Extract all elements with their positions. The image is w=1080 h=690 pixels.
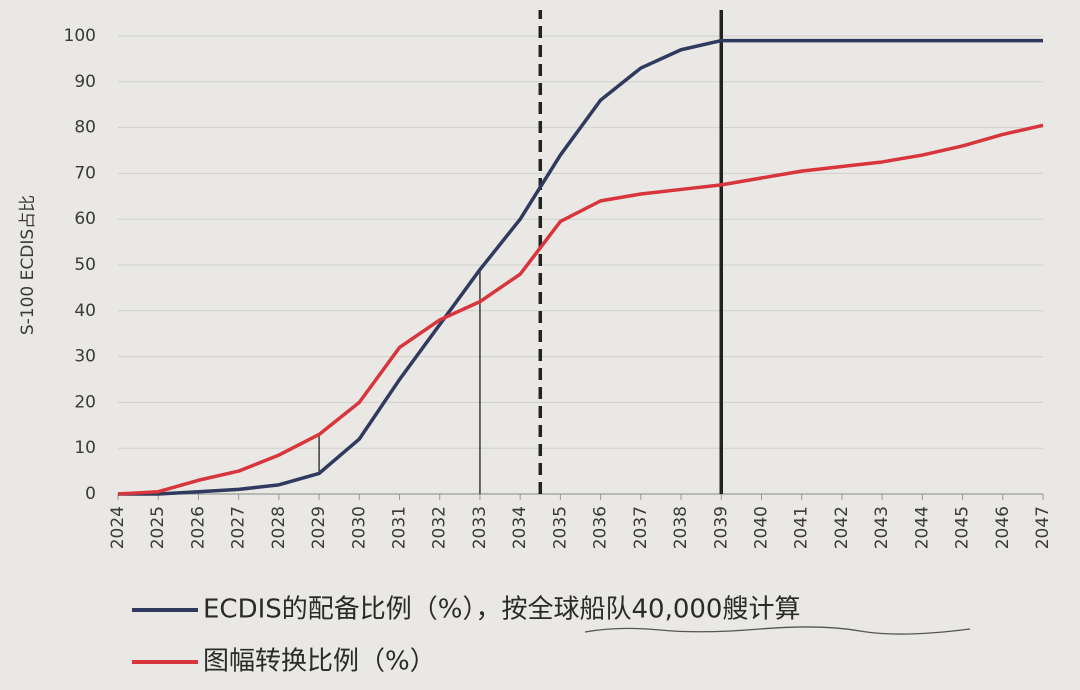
x-tick-label: 2036 [591, 506, 611, 549]
y-tick-label: 80 [74, 118, 96, 138]
y-tick-label: 10 [74, 438, 96, 458]
x-tick-label: 2034 [510, 506, 530, 549]
legend-label: 图幅转换比例（%） [203, 647, 436, 677]
y-tick-label: 20 [74, 392, 96, 412]
x-tick-label: 2035 [550, 506, 570, 549]
x-tick-label: 2047 [1033, 506, 1053, 549]
x-tick-label: 2029 [309, 506, 329, 549]
x-tick-label: 2044 [912, 506, 932, 549]
x-tick-label: 2046 [993, 506, 1013, 549]
y-tick-label: 0 [85, 484, 96, 504]
x-tick-label: 2026 [188, 506, 208, 549]
y-axis-label: S-100 ECDIS占比 [18, 195, 38, 335]
series-line [117, 123, 1044, 496]
x-tick-label: 2031 [390, 506, 410, 549]
x-tick-label: 2025 [148, 506, 168, 549]
x-tick-label: 2045 [953, 506, 973, 549]
legend-label: ECDIS的配备比例（%），按全球船队40,000艘计算 [203, 595, 800, 625]
x-tick-label: 2040 [751, 506, 771, 549]
series-line [118, 38, 1043, 496]
x-tick-label: 2043 [872, 506, 892, 549]
x-tick-label: 2038 [671, 506, 691, 549]
x-tick-label: 2039 [711, 506, 731, 549]
x-tick-label: 2041 [792, 506, 812, 549]
y-tick-label: 100 [64, 26, 96, 46]
y-tick-label: 40 [74, 301, 96, 321]
x-tick-label: 2032 [430, 506, 450, 549]
x-tick-label: 2042 [832, 506, 852, 549]
y-tick-label: 50 [74, 255, 96, 275]
x-tick-label: 2028 [269, 506, 289, 549]
x-tick-label: 2024 [108, 506, 128, 549]
x-tick-label: 2033 [470, 506, 490, 549]
y-tick-label: 30 [74, 347, 96, 367]
x-tick-label: 2030 [349, 506, 369, 549]
x-tick-label: 2027 [229, 506, 249, 549]
hand-underline [584, 626, 971, 635]
x-tick-label: 2037 [631, 506, 651, 549]
y-tick-label: 90 [74, 72, 96, 92]
y-tick-label: 70 [74, 163, 96, 183]
y-tick-label: 60 [74, 209, 96, 229]
